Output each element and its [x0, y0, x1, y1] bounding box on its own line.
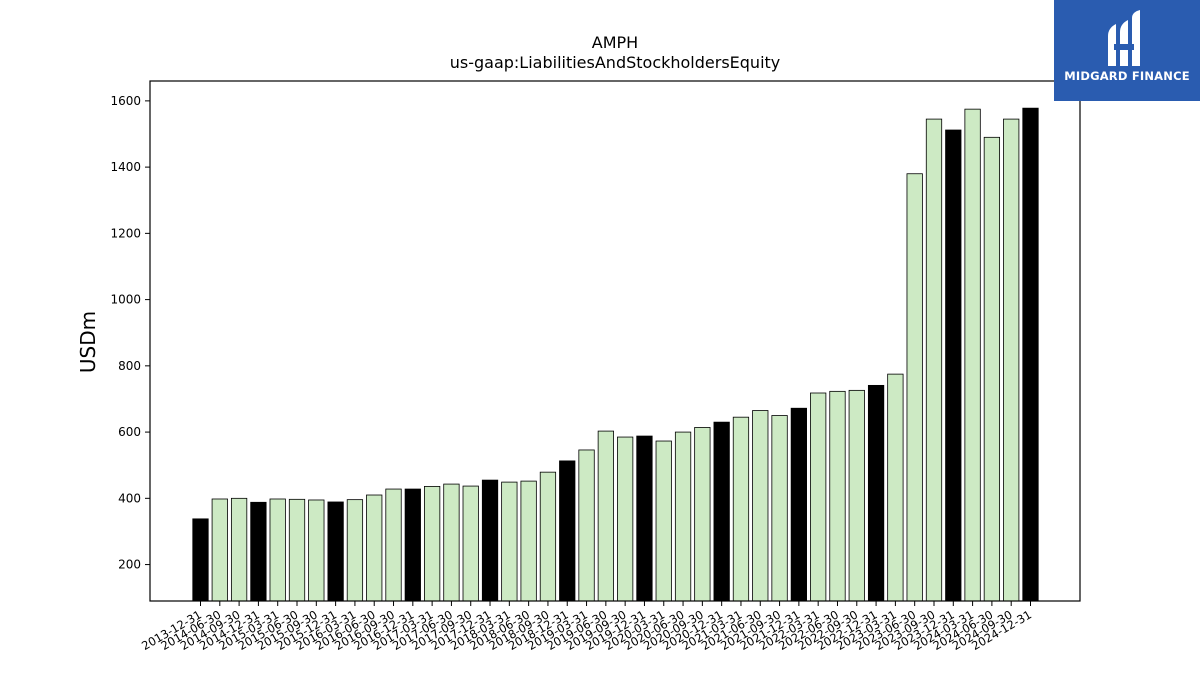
- bar-2018-12-31: [559, 460, 576, 602]
- bar-2023-03-31: [887, 373, 904, 602]
- bar-2016-03-31: [346, 499, 364, 602]
- midgard-logo-mark-icon: [1108, 10, 1140, 66]
- y-tick-label: 200: [118, 558, 141, 572]
- y-axis-label: USDm: [76, 311, 100, 373]
- bars-group: [192, 107, 1039, 602]
- y-tick-label: 800: [118, 359, 141, 373]
- bar-2019-09-30: [617, 436, 634, 602]
- plot-frame: [149, 80, 1081, 602]
- bar-2020-09-30: [694, 427, 711, 602]
- bar-2016-12-31: [404, 488, 421, 602]
- bar-2015-06-30: [288, 498, 306, 602]
- bar-2018-03-31: [501, 481, 518, 602]
- bar-2023-12-31: [945, 129, 962, 602]
- bar-2019-03-31: [578, 449, 595, 602]
- bar-2022-03-31: [810, 392, 827, 602]
- bar-2024-03-31: [964, 108, 981, 602]
- bar-2021-12-31: [790, 407, 807, 602]
- bar-2022-12-31: [867, 384, 885, 602]
- y-tick-label: 400: [118, 491, 141, 505]
- bar-2015-12-31: [327, 501, 344, 602]
- bar-2019-12-31: [636, 435, 653, 602]
- bar-2018-09-30: [539, 471, 557, 602]
- brand-logo: MIDGARD FINANCE: [1054, 0, 1200, 101]
- bar-2021-09-30: [771, 415, 788, 602]
- bar-2017-12-31: [481, 479, 499, 602]
- bar-2017-03-31: [424, 485, 441, 602]
- x-axis-ticks: 2013-12-312014-06-302014-09-302014-12-31…: [139, 601, 1034, 653]
- y-tick-label: 1200: [110, 226, 141, 240]
- bar-2014-06-30: [211, 498, 228, 602]
- bar-2023-09-30: [925, 118, 943, 602]
- bar-2014-12-31: [250, 501, 267, 602]
- bar-2024-12-31: [1022, 107, 1039, 602]
- bar-2022-09-30: [848, 389, 865, 602]
- bar-2020-03-31: [655, 440, 672, 602]
- brand-name: MIDGARD FINANCE: [1064, 69, 1190, 83]
- bar-2015-09-30: [308, 499, 325, 602]
- y-tick-label: 1600: [110, 94, 141, 108]
- bar-2022-06-30: [829, 390, 846, 602]
- bar-2019-06-30: [597, 430, 614, 602]
- bar-2020-06-30: [674, 431, 692, 602]
- y-axis-ticks: 200 400 600 800 1000 1200 1400 1600: [110, 94, 150, 572]
- y-tick-label: 1400: [110, 160, 141, 174]
- bar-2017-06-30: [443, 483, 460, 602]
- bar-2020-12-31: [713, 421, 730, 602]
- chart-subtitle: us-gaap:LiabilitiesAndStockholdersEquity: [450, 53, 781, 72]
- bar-2024-06-30: [983, 136, 1001, 602]
- bar-2014-09-30: [230, 497, 248, 602]
- bar-2015-03-31: [269, 498, 286, 602]
- y-tick-label: 1000: [110, 293, 141, 307]
- y-tick-label: 600: [118, 425, 141, 439]
- chart-title: AMPH: [592, 33, 638, 52]
- bar-2021-03-31: [732, 416, 750, 602]
- bar-2017-09-30: [462, 485, 479, 602]
- bar-2023-06-30: [906, 173, 923, 602]
- bar-2016-09-30: [385, 488, 402, 602]
- bar-2024-09-30: [1003, 118, 1020, 602]
- bar-2018-06-30: [520, 480, 537, 602]
- bar-2013-12-31: [192, 518, 209, 602]
- bar-2016-06-30: [366, 494, 383, 602]
- bar-2021-06-30: [752, 410, 769, 602]
